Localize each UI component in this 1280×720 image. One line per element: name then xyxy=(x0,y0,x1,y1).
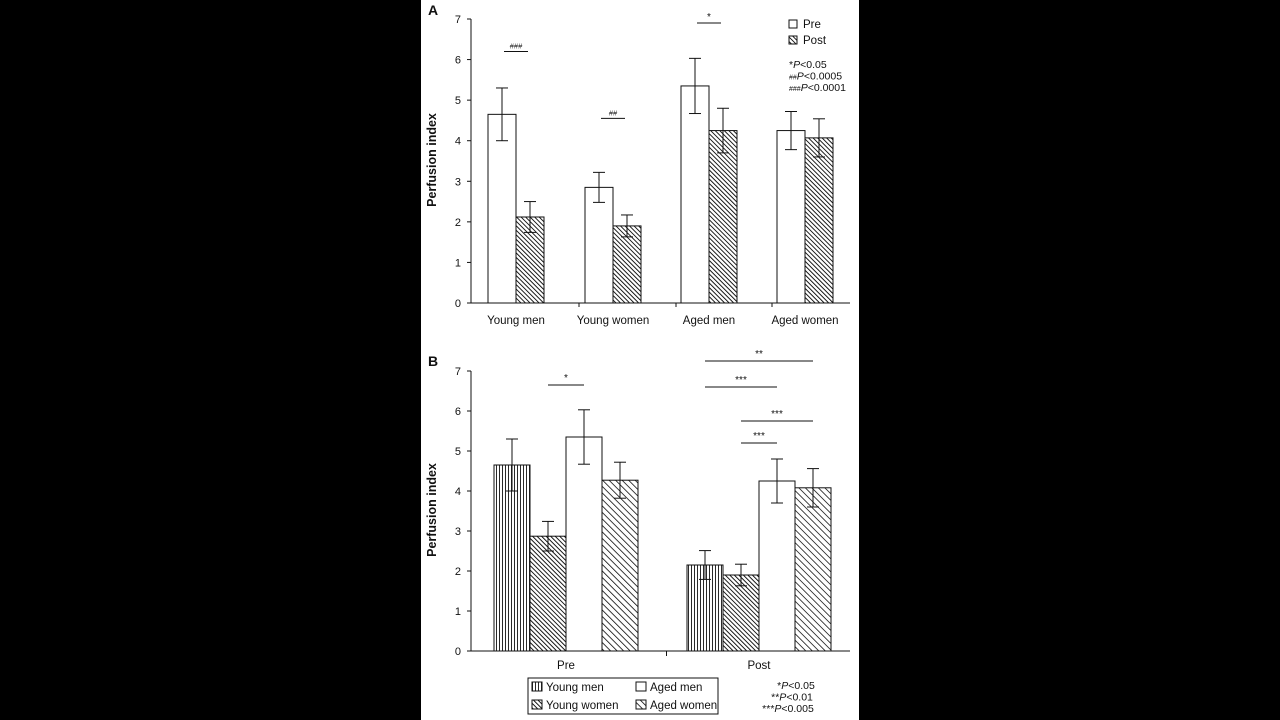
panel-label: A xyxy=(428,2,438,18)
y-tick-label: 0 xyxy=(455,646,461,658)
y-tick-label: 1 xyxy=(455,606,461,618)
significance-marker: * xyxy=(707,12,711,23)
significance-legend-entry: ***P<0.005 xyxy=(762,703,814,715)
p-letter: P xyxy=(801,82,808,94)
bar xyxy=(529,535,567,652)
y-tick-label: 7 xyxy=(455,14,461,26)
p-threshold: <0.005 xyxy=(781,703,814,715)
legend-swatch xyxy=(635,681,647,692)
bar xyxy=(584,186,614,304)
legend-label: Aged women xyxy=(650,700,717,712)
y-axis-label: Perfusion index xyxy=(425,113,439,207)
bar xyxy=(794,487,832,652)
y-tick-label: 6 xyxy=(455,406,461,418)
p-threshold: <0.05 xyxy=(788,680,815,692)
x-tick-label: Young men xyxy=(487,315,545,327)
significance-marker: ## xyxy=(609,108,618,117)
bar xyxy=(722,574,760,652)
bar xyxy=(493,464,531,652)
significance-symbol: ** xyxy=(771,692,779,704)
y-tick-label: 4 xyxy=(455,136,461,148)
p-letter: P xyxy=(774,703,781,715)
y-tick-label: 5 xyxy=(455,95,461,107)
bar xyxy=(487,113,517,304)
y-tick-label: 4 xyxy=(455,486,461,498)
y-tick-label: 1 xyxy=(455,257,461,269)
y-tick-label: 5 xyxy=(455,446,461,458)
y-tick-label: 2 xyxy=(455,566,461,578)
p-threshold: <0.0005 xyxy=(804,71,842,83)
p-letter: P xyxy=(781,680,788,692)
significance-symbol: * xyxy=(789,59,793,71)
legend-swatch xyxy=(531,681,543,692)
significance-marker: ** xyxy=(755,349,763,360)
x-tick-label: Young women xyxy=(577,315,649,327)
bar xyxy=(680,85,710,304)
legend-label: Post xyxy=(803,35,827,47)
bar xyxy=(804,137,834,304)
y-tick-label: 0 xyxy=(455,298,461,310)
significance-symbol: ## xyxy=(789,75,797,82)
legend-label: Pre xyxy=(803,19,821,31)
x-tick-label: Aged men xyxy=(683,315,735,327)
significance-legend-entry: *P<0.05 xyxy=(789,59,827,71)
bar xyxy=(708,130,738,304)
x-tick-label: Post xyxy=(747,660,771,672)
legend-label: Young men xyxy=(546,682,604,694)
significance-marker: *** xyxy=(753,431,765,442)
figure-svg: 0 1 2 3 4 5 6 7 Perfusion index A Young men Young w… xyxy=(425,2,850,715)
y-tick-label: 3 xyxy=(455,526,461,538)
significance-symbol: *** xyxy=(762,703,774,715)
bar xyxy=(565,436,603,652)
bar xyxy=(515,216,545,304)
significance-marker: *** xyxy=(735,375,747,386)
legend-label: Aged men xyxy=(650,682,702,694)
y-tick-label: 3 xyxy=(455,176,461,188)
x-tick-label: Aged women xyxy=(771,315,838,327)
y-tick-label: 6 xyxy=(455,55,461,67)
legend-swatch xyxy=(531,699,543,710)
legend-swatch xyxy=(635,699,647,710)
panel-a-chart: 0 1 2 3 4 5 6 7 Perfusion index A Young men Young w… xyxy=(425,2,850,327)
bar xyxy=(601,479,639,652)
y-tick-label: 2 xyxy=(455,217,461,229)
significance-marker: *** xyxy=(771,409,783,420)
p-letter: P xyxy=(793,59,800,71)
bar xyxy=(612,225,642,304)
significance-symbol: * xyxy=(777,680,781,692)
legend-box xyxy=(527,677,719,715)
legend-swatch xyxy=(788,35,798,45)
significance-legend-entry: *P<0.05 xyxy=(777,680,815,692)
legend-label: Young women xyxy=(546,700,618,712)
p-letter: P xyxy=(779,692,786,704)
p-threshold: <0.01 xyxy=(786,692,813,704)
x-tick-label: Pre xyxy=(557,660,575,672)
y-axis-label: Perfusion index xyxy=(425,463,439,557)
figure-panel: 0 1 2 3 4 5 6 7 Perfusion index A Young men Young w… xyxy=(421,0,859,720)
bar xyxy=(758,480,796,652)
significance-symbol: ### xyxy=(789,86,801,93)
significance-marker: ### xyxy=(510,41,523,50)
significance-legend-entry: ##P<0.0005 xyxy=(789,71,842,83)
significance-legend-entry: **P<0.01 xyxy=(771,692,813,704)
significance-legend-entry: ###P<0.0001 xyxy=(789,82,846,94)
panel-label: B xyxy=(428,353,438,369)
p-threshold: <0.05 xyxy=(800,59,827,71)
y-tick-label: 7 xyxy=(455,366,461,378)
bar xyxy=(776,130,806,304)
significance-marker: * xyxy=(564,373,568,384)
legend-swatch xyxy=(788,19,798,29)
p-letter: P xyxy=(797,71,804,83)
p-threshold: <0.0001 xyxy=(808,82,846,94)
